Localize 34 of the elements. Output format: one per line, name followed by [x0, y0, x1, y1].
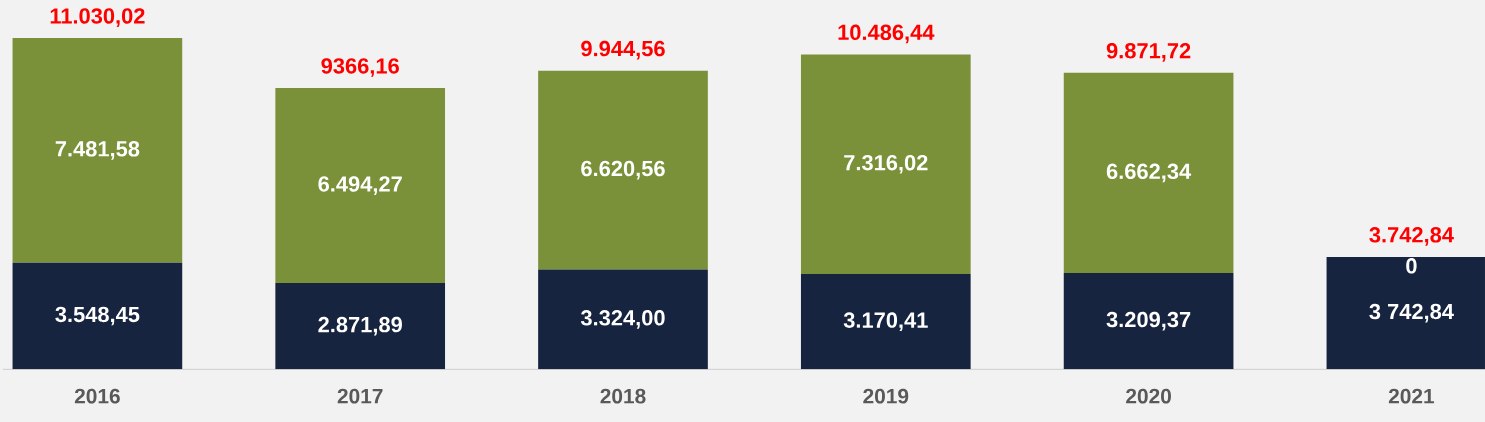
bar [12, 37, 183, 263]
data-label: 3.170,41 [843, 312, 928, 331]
x-tick-label: 2019 [863, 388, 909, 404]
total-label: 9.944,56 [581, 40, 665, 60]
total-label: 10.486,44 [838, 24, 935, 44]
x-tick-label: 2020 [1126, 388, 1171, 404]
data-label: 0 [1406, 258, 1417, 274]
data-label: 6.494,27 [318, 176, 402, 195]
bar [538, 70, 708, 270]
bar [800, 274, 971, 370]
total-label: 11.030,02 [50, 8, 145, 27]
total-label: 9366,16 [321, 58, 399, 77]
bar [275, 282, 446, 370]
bar [1063, 72, 1234, 273]
bar [800, 54, 971, 275]
x-tick-label: 2021 [1388, 388, 1435, 404]
bar [275, 87, 446, 283]
bar [538, 269, 708, 370]
data-label: 6.620,56 [581, 160, 665, 180]
bar [1063, 272, 1234, 370]
data-label: 3 742,84 [1369, 303, 1454, 323]
x-tick-label: 2018 [600, 388, 646, 404]
x-tick-label: 2017 [337, 388, 383, 404]
total-label: 3.742,84 [1369, 226, 1454, 246]
data-label: 7.481,58 [55, 140, 140, 160]
data-label: 2.871,89 [318, 316, 402, 336]
total-label: 9.871,72 [1106, 42, 1191, 62]
bar [12, 262, 183, 370]
data-label: 3.209,37 [1106, 311, 1191, 331]
data-label: 3.548,45 [55, 306, 140, 326]
data-label: 7.316,02 [844, 154, 928, 174]
x-tick-label: 2016 [74, 388, 120, 404]
data-label: 3.324,00 [580, 309, 665, 329]
data-label: 6.662,34 [1106, 163, 1192, 183]
